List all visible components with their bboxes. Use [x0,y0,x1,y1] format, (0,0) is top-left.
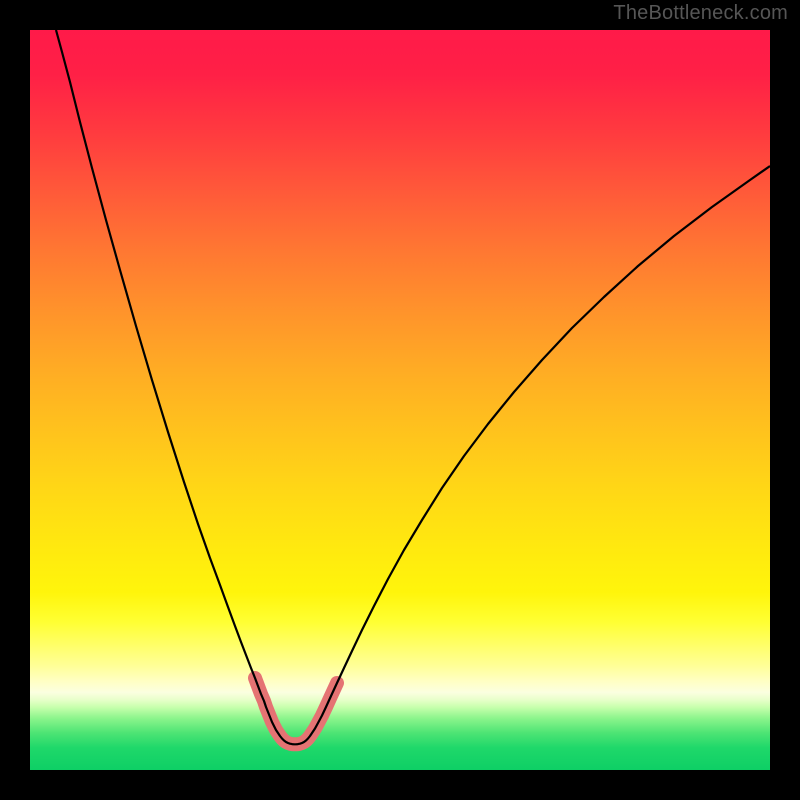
gradient-background [30,30,770,770]
chart-frame [30,30,770,770]
watermark-text: TheBottleneck.com [613,2,788,25]
